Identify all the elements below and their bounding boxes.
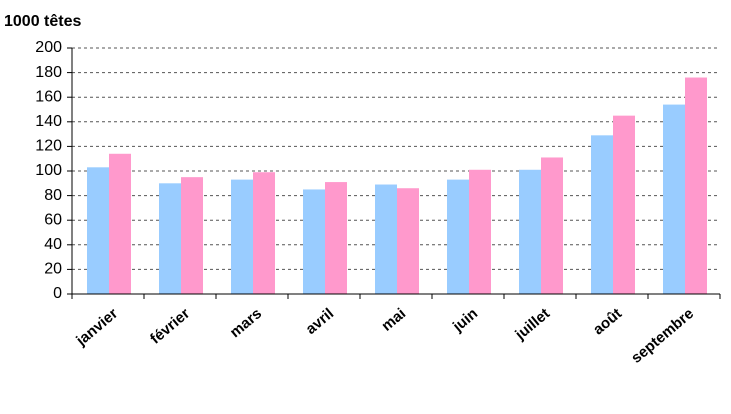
bar — [159, 183, 181, 294]
x-tick-label: juillet — [511, 305, 553, 344]
bar — [663, 104, 685, 294]
y-tick-label: 60 — [44, 211, 62, 228]
bar — [109, 153, 131, 294]
bar — [303, 189, 325, 294]
bar — [181, 177, 203, 294]
bar — [253, 172, 275, 294]
y-tick-label: 80 — [44, 187, 62, 204]
y-tick-label: 100 — [35, 162, 62, 179]
bar — [231, 179, 253, 294]
bar — [375, 184, 397, 294]
bar — [591, 135, 613, 294]
y-axis-title: 1000 têtes — [4, 13, 81, 30]
bar — [325, 182, 347, 294]
x-tick-label: avril — [303, 305, 338, 338]
bar — [685, 77, 707, 295]
x-tick-label: mars — [227, 305, 265, 341]
y-tick-label: 180 — [35, 64, 62, 81]
x-tick-label: septembre — [628, 305, 697, 367]
x-tick-label: août — [590, 305, 625, 338]
bar — [87, 167, 109, 294]
x-tick-label: janvier — [72, 305, 121, 350]
bar — [541, 157, 563, 294]
y-tick-label: 160 — [35, 88, 62, 105]
y-tick-label: 20 — [44, 261, 62, 278]
bar — [469, 169, 491, 294]
x-tick-label: mai — [378, 305, 409, 335]
y-tick-label: 140 — [35, 113, 62, 130]
bar — [519, 169, 541, 294]
bar — [447, 179, 469, 294]
x-tick-label: février — [147, 305, 193, 348]
y-tick-label: 120 — [35, 138, 62, 155]
x-tick-label: juin — [449, 305, 481, 336]
bar — [397, 188, 419, 294]
y-tick-label: 40 — [44, 236, 62, 253]
bar — [613, 115, 635, 295]
y-tick-label: 0 — [53, 285, 62, 302]
y-tick-label: 200 — [35, 39, 62, 56]
